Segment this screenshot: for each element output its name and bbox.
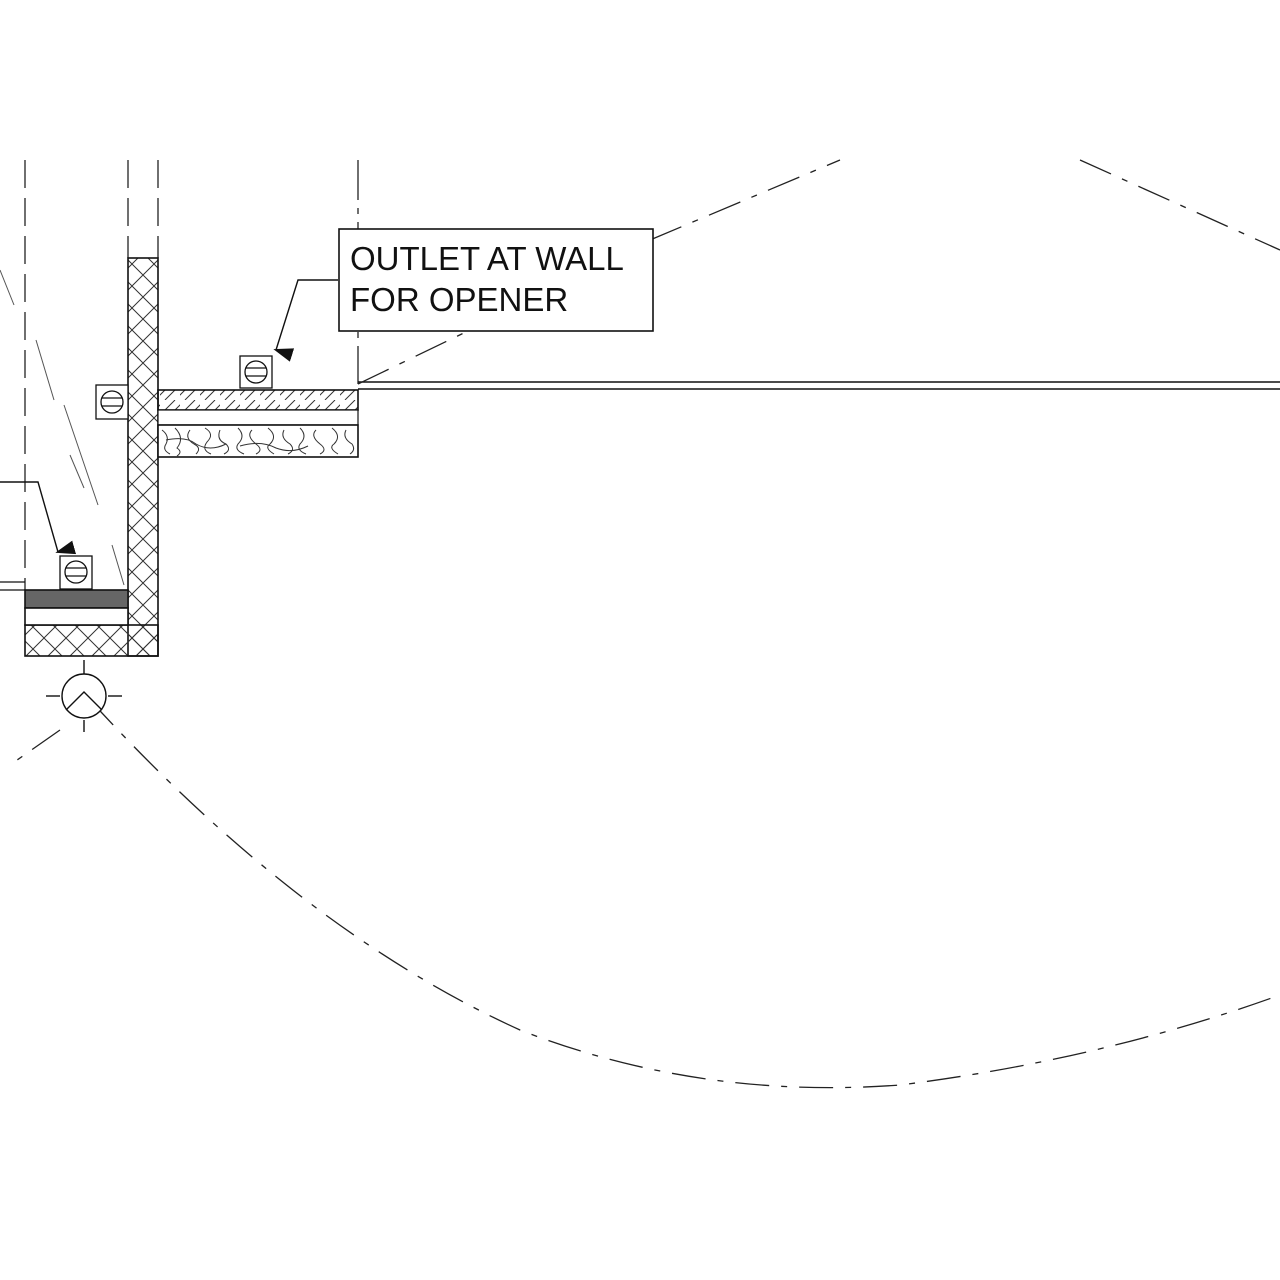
sill-section [0, 581, 159, 657]
glass-marks [0, 269, 125, 586]
coverage-arcs [9, 159, 1280, 1089]
wall-section [127, 257, 159, 657]
duplex-outlet-icon [59, 555, 93, 590]
header-section [157, 389, 359, 458]
wood-grain [161, 427, 355, 457]
duplex-outlet-icon [239, 355, 273, 389]
door-track [358, 381, 1280, 390]
callout-line-1: OUTLET AT WALL [350, 240, 624, 277]
duplex-outlet-icon [95, 384, 129, 420]
light-fixture-icon [46, 660, 122, 732]
outlet-callout: OUTLET AT WALL FOR OPENER [338, 228, 654, 332]
hidden-lines [24, 160, 359, 590]
callout-line-2: FOR OPENER [350, 281, 568, 318]
leader-lines [0, 279, 338, 555]
